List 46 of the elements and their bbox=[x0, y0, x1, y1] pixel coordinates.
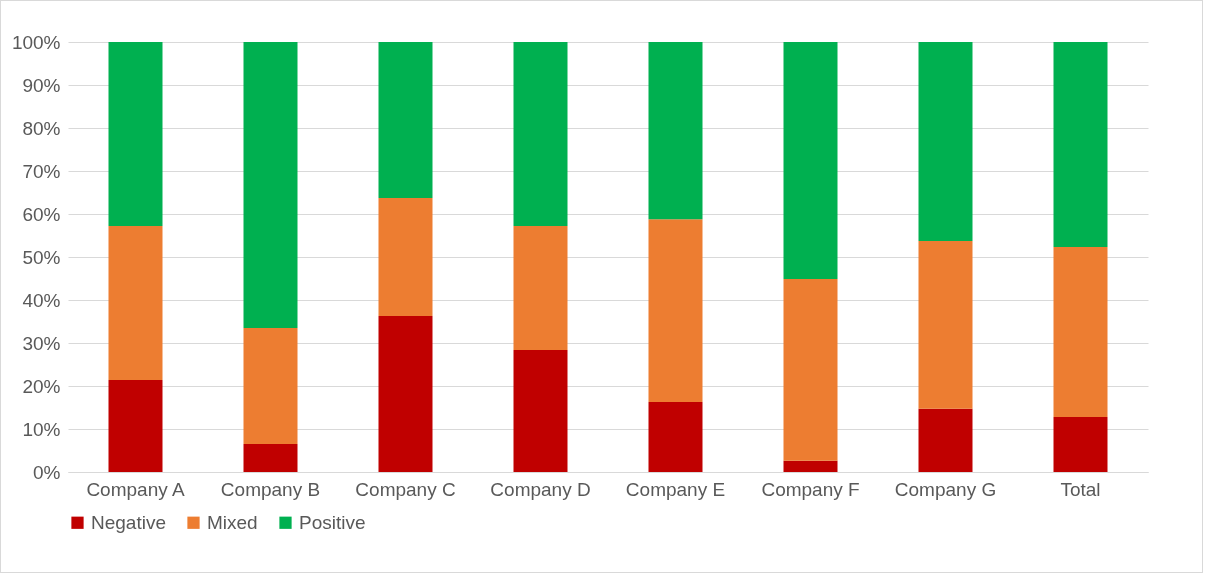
bar bbox=[243, 444, 298, 472]
x-tick-label: Company D bbox=[490, 478, 591, 500]
y-tick-label: 20% bbox=[22, 375, 61, 397]
bar bbox=[1053, 42, 1108, 248]
x-tick-label: Total bbox=[1060, 478, 1101, 500]
y-tick-label: 90% bbox=[22, 74, 61, 96]
x-tick-label: Company A bbox=[86, 478, 185, 500]
y-tick-label: 100% bbox=[11, 31, 61, 53]
y-tick-label: 40% bbox=[22, 289, 61, 311]
x-tick-label: Company G bbox=[894, 478, 997, 500]
bar bbox=[108, 42, 163, 227]
bar bbox=[108, 226, 163, 380]
x-tick-label: Company B bbox=[220, 478, 321, 500]
bar bbox=[1053, 247, 1108, 417]
y-tick-label: 50% bbox=[22, 246, 61, 268]
bar bbox=[918, 42, 973, 242]
x-tick-label: Company F bbox=[761, 478, 860, 500]
bar bbox=[243, 42, 298, 328]
bar bbox=[108, 379, 163, 472]
bar bbox=[1053, 416, 1108, 472]
bar bbox=[513, 349, 568, 472]
y-tick-label: 0% bbox=[33, 461, 61, 483]
bar bbox=[783, 460, 838, 472]
y-tick-label: 80% bbox=[22, 117, 61, 139]
bar bbox=[513, 42, 568, 227]
bar bbox=[648, 219, 703, 402]
y-tick-label: 60% bbox=[22, 203, 61, 225]
legend-label: Mixed bbox=[207, 511, 258, 533]
bar bbox=[378, 315, 433, 472]
x-tick-label: Company C bbox=[355, 478, 456, 500]
bar bbox=[378, 198, 433, 316]
bar bbox=[378, 42, 433, 199]
x-tick-label: Company E bbox=[625, 478, 726, 500]
bar bbox=[918, 241, 973, 409]
bar bbox=[783, 278, 838, 461]
y-tick-label: 30% bbox=[22, 332, 61, 354]
bar bbox=[648, 401, 703, 472]
legend-label: Positive bbox=[299, 511, 366, 533]
y-tick-label: 10% bbox=[22, 418, 61, 440]
bar bbox=[513, 226, 568, 350]
bar bbox=[783, 42, 838, 279]
bar bbox=[648, 42, 703, 220]
legend-label: Negative bbox=[91, 511, 166, 533]
y-tick-label: 70% bbox=[22, 160, 61, 182]
bar bbox=[918, 408, 973, 472]
bar bbox=[243, 327, 298, 445]
